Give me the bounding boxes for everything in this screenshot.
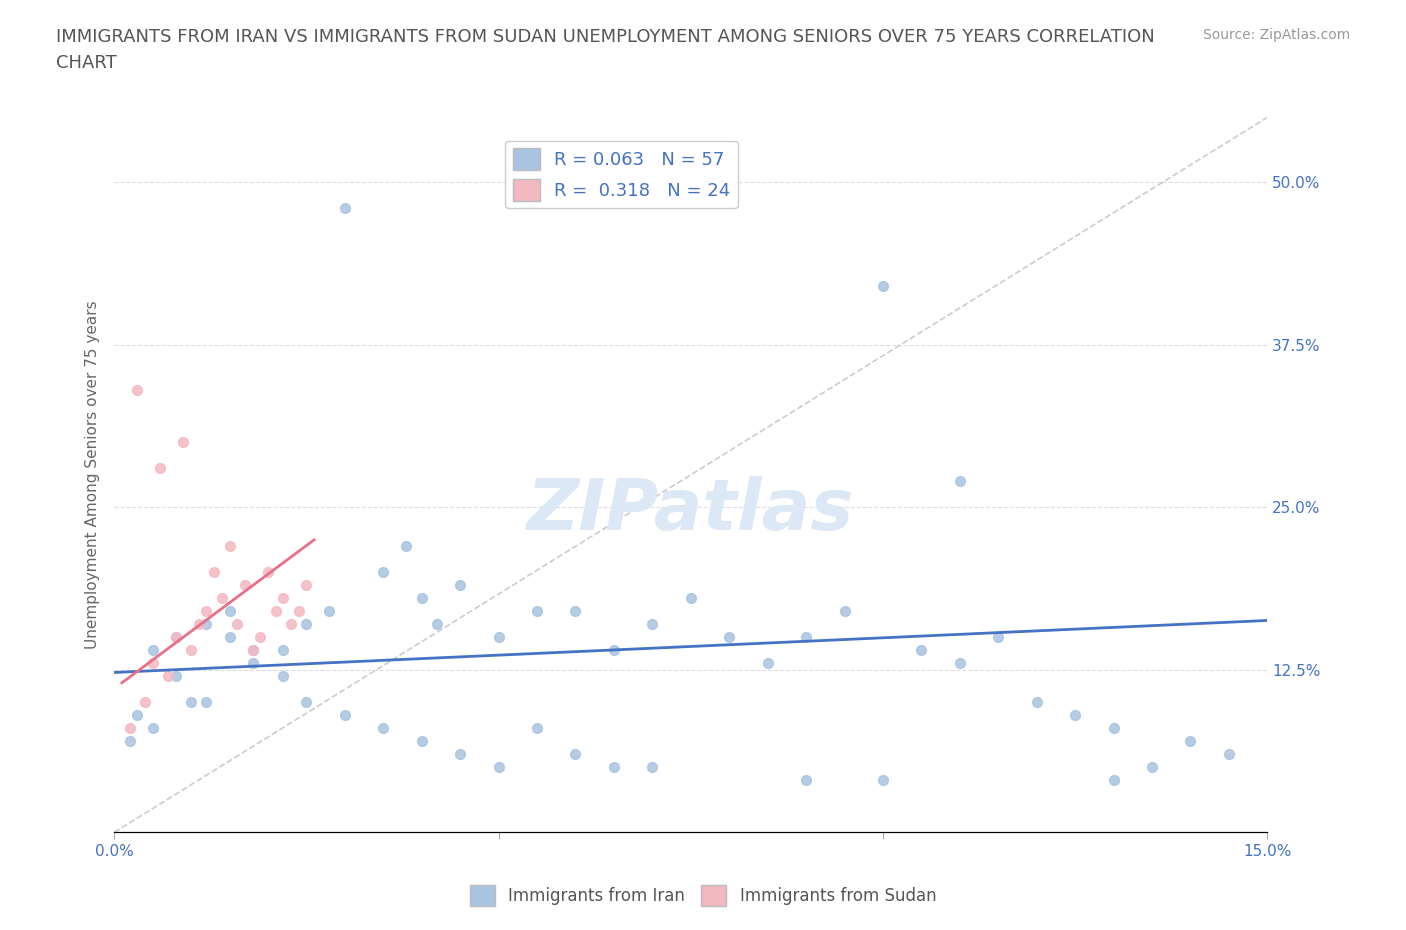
Point (249, 630, 271, 644)
Point (295, 695, 318, 710)
Point (564, 604, 586, 618)
Point (603, 760, 626, 775)
Point (834, 604, 856, 618)
Point (756, 656, 779, 671)
Text: ZIPatlas: ZIPatlas (527, 476, 855, 545)
Point (187, 617, 209, 631)
Point (118, 734, 141, 749)
Point (526, 604, 548, 618)
Point (333, 201, 356, 216)
Point (287, 604, 309, 618)
Point (949, 474, 972, 489)
Point (679, 591, 702, 605)
Point (218, 604, 240, 618)
Point (195, 604, 218, 618)
Legend: Immigrants from Iran, Immigrants from Sudan: Immigrants from Iran, Immigrants from Su… (463, 879, 943, 912)
Point (180, 695, 202, 710)
Point (273, 643, 295, 658)
Point (273, 591, 295, 605)
Point (872, 773, 894, 788)
Point (226, 617, 249, 631)
Point (641, 760, 664, 775)
Point (142, 721, 165, 736)
Point (142, 643, 165, 658)
Point (195, 695, 218, 710)
Point (280, 617, 302, 631)
Point (987, 630, 1010, 644)
Point (180, 643, 202, 658)
Y-axis label: Unemployment Among Seniors over 75 years: Unemployment Among Seniors over 75 years (86, 300, 100, 649)
Point (165, 630, 187, 644)
Point (488, 630, 510, 644)
Point (295, 578, 318, 592)
Text: Source: ZipAtlas.com: Source: ZipAtlas.com (1202, 28, 1350, 42)
Point (333, 708, 356, 723)
Point (794, 773, 817, 788)
Point (564, 747, 586, 762)
Point (910, 643, 932, 658)
Point (165, 669, 187, 684)
Point (373, 565, 395, 579)
Point (318, 604, 340, 618)
Point (411, 591, 433, 605)
Point (211, 591, 233, 605)
Point (373, 721, 395, 736)
Legend: R = 0.063   N = 57, R =  0.318   N = 24: R = 0.063 N = 57, R = 0.318 N = 24 (506, 140, 738, 208)
Point (127, 383, 149, 398)
Point (142, 656, 165, 671)
Point (156, 669, 179, 684)
Point (218, 538, 240, 553)
Point (1180, 734, 1202, 749)
Point (488, 760, 510, 775)
Point (202, 565, 225, 579)
Point (1025, 695, 1047, 710)
Point (449, 578, 471, 592)
Point (172, 435, 194, 450)
Point (295, 617, 318, 631)
Point (411, 734, 433, 749)
Point (872, 279, 894, 294)
Point (127, 708, 149, 723)
Point (233, 578, 256, 592)
Point (426, 617, 449, 631)
Point (118, 721, 141, 736)
Point (1218, 747, 1240, 762)
Point (273, 669, 295, 684)
Point (242, 656, 264, 671)
Point (165, 630, 187, 644)
Point (449, 747, 471, 762)
Point (949, 656, 972, 671)
Point (718, 630, 741, 644)
Point (1140, 760, 1163, 775)
Point (1102, 773, 1125, 788)
Point (242, 643, 264, 658)
Point (264, 604, 287, 618)
Point (641, 617, 664, 631)
Point (526, 721, 548, 736)
Point (794, 630, 817, 644)
Point (149, 461, 172, 476)
Point (218, 630, 240, 644)
Point (603, 643, 626, 658)
Point (242, 643, 264, 658)
Point (257, 565, 280, 579)
Point (1064, 708, 1087, 723)
Point (195, 617, 218, 631)
Point (1102, 721, 1125, 736)
Point (395, 538, 418, 553)
Point (134, 695, 156, 710)
Text: IMMIGRANTS FROM IRAN VS IMMIGRANTS FROM SUDAN UNEMPLOYMENT AMONG SENIORS OVER 75: IMMIGRANTS FROM IRAN VS IMMIGRANTS FROM … (56, 28, 1154, 73)
